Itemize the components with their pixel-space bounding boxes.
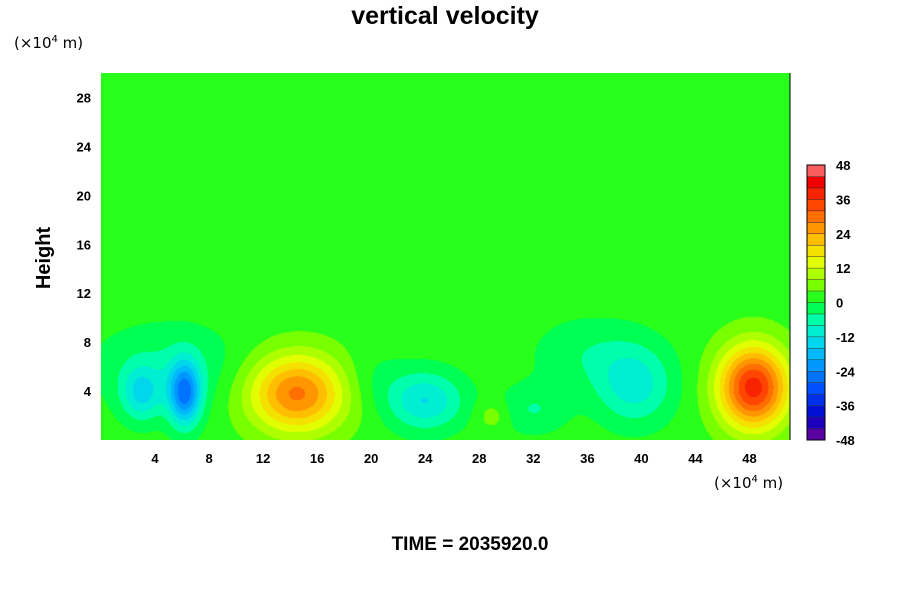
- y-unit-tail: m): [58, 34, 83, 52]
- colorbar-band: [807, 313, 825, 326]
- y-axis-label: Height: [33, 227, 55, 290]
- x-tick-label: 12: [256, 451, 270, 466]
- colorbar-tick-label: -24: [836, 364, 856, 379]
- plot-area: [101, 73, 791, 440]
- x-tick-label: 36: [580, 451, 594, 466]
- x-unit-exp: 4: [752, 474, 758, 485]
- colorbar-band: [807, 428, 825, 441]
- chart-title: vertical velocity: [351, 2, 539, 30]
- x-tick-label: 16: [310, 451, 324, 466]
- y-tick-label: 12: [77, 286, 91, 301]
- colorbar-frame: [806, 164, 826, 441]
- x-tick-label: 44: [688, 451, 703, 466]
- colorbar-band: [807, 187, 825, 200]
- colorbar-band: [807, 256, 825, 269]
- x-tick-label: 20: [364, 451, 378, 466]
- colorbar-band: [807, 417, 825, 430]
- colorbar-tick-label: 36: [836, 192, 850, 207]
- colorbar-band: [807, 325, 825, 338]
- colorbar-tick-label: -36: [836, 399, 855, 414]
- colorbar-band: [807, 348, 825, 361]
- y-tick-label: 4: [84, 384, 92, 399]
- colorbar-band: [807, 371, 825, 384]
- x-tick-label: 28: [472, 451, 486, 466]
- colorbar-tick-label: 0: [836, 296, 843, 311]
- y-tick-label: 28: [77, 90, 91, 105]
- colorbar-band: [807, 279, 825, 292]
- colorbar-band: [807, 405, 825, 418]
- y-tick-label: 24: [77, 139, 92, 154]
- x-tick-label: 24: [418, 451, 433, 466]
- colorbar-band: [807, 233, 825, 246]
- colorbar-tick-label: -12: [836, 330, 855, 345]
- colorbar-band: [807, 359, 825, 372]
- x-unit-base: (×10: [714, 474, 752, 492]
- colorbar-tick-labels: 48 36 24 12 0 -12 -24 -36 -48: [836, 158, 856, 448]
- y-unit-base: (×10: [14, 34, 52, 52]
- colorbar-band: [807, 245, 825, 258]
- velocity-contour-field: [101, 73, 790, 440]
- x-tick-label: 48: [742, 451, 756, 466]
- colorbar-band: [807, 176, 825, 189]
- y-tick-label: 20: [77, 188, 91, 203]
- y-unit-label: (×104 m): [14, 34, 83, 52]
- y-tick-labels: 4 8 12 16 20 24 28: [77, 90, 92, 399]
- colorbar: [806, 164, 826, 441]
- colorbar-band: [807, 268, 825, 281]
- colorbar-tick-label: 24: [836, 227, 851, 242]
- colorbar-band: [807, 336, 825, 349]
- colorbar-tick-label: 12: [836, 261, 850, 276]
- x-tick-label: 40: [634, 451, 648, 466]
- y-tick-label: 8: [84, 335, 91, 350]
- colorbar-tick-label: 48: [836, 158, 850, 173]
- y-tick-label: 16: [77, 237, 91, 252]
- colorbar-band: [807, 165, 825, 177]
- x-unit-tail: m): [758, 474, 783, 492]
- x-tick-labels: 4 8 12 16 20 24 28 32 36 40 44 48: [151, 451, 756, 466]
- y-unit-exp: 4: [52, 34, 58, 45]
- colorbar-tick-label: -48: [836, 433, 855, 448]
- x-unit-label: (×104 m): [714, 474, 783, 492]
- colorbar-band: [807, 222, 825, 235]
- x-tick-label: 32: [526, 451, 540, 466]
- x-tick-label: 4: [151, 451, 159, 466]
- colorbar-band: [807, 394, 825, 407]
- colorbar-band: [807, 302, 825, 315]
- colorbar-band: [807, 291, 825, 303]
- colorbar-band: [807, 210, 825, 223]
- x-tick-label: 8: [205, 451, 212, 466]
- time-label: TIME = 2035920.0: [392, 534, 549, 555]
- colorbar-band: [807, 382, 825, 395]
- colorbar-band: [807, 199, 825, 212]
